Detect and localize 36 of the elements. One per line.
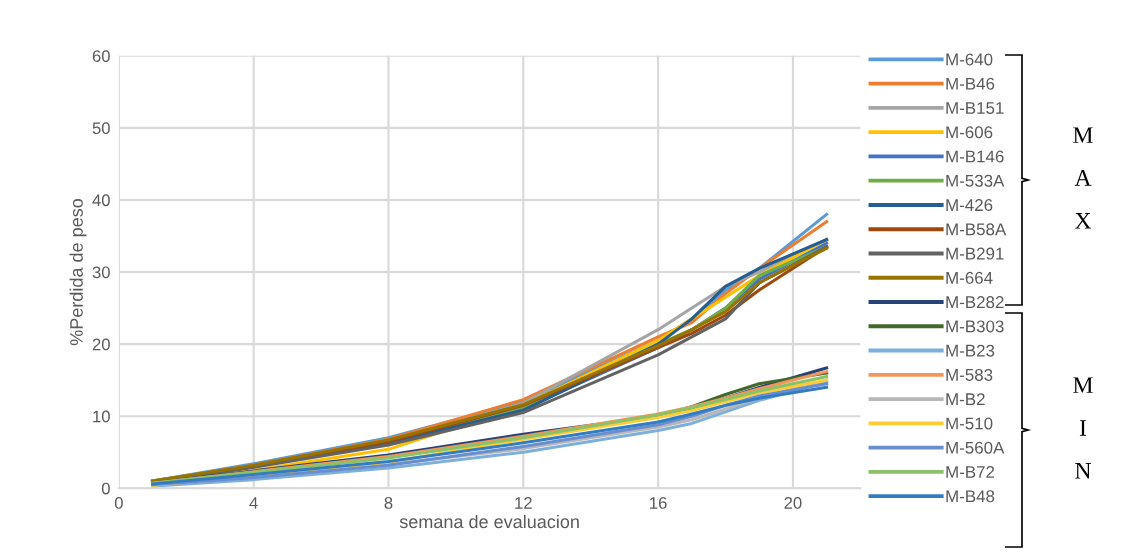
x-tick-label: 12 (515, 497, 532, 509)
x-tick-label: 20 (784, 497, 802, 509)
x-axis-title: semana de evaluacion (399, 514, 579, 529)
y-tick-label: 10 (93, 410, 110, 423)
legend-label: M-664 (946, 271, 993, 284)
legend-label: M-B282 (946, 296, 1004, 309)
legend-label: M-533A (946, 174, 1005, 187)
legend-label: M-606 (946, 126, 993, 139)
y-tick-label: 40 (92, 194, 110, 207)
legend-label: M-B2 (946, 393, 985, 406)
legend-label: M-560A (946, 441, 1005, 454)
legend-label: M-426 (946, 199, 993, 212)
legend-label: M-510 (946, 417, 993, 430)
x-tick-label: 0 (114, 497, 123, 509)
text: MAX (1073, 127, 1093, 229)
legend-label: M-B72 (946, 465, 995, 478)
y-tick-label: 60 (92, 50, 110, 62)
legend-label: M-B146 (946, 150, 1004, 163)
x-tick-label: 8 (384, 497, 393, 509)
x-tick-label: 16 (650, 497, 667, 509)
legend-label: M-B303 (946, 320, 1004, 333)
y-tick-label: 30 (92, 266, 110, 279)
legend-label: M-B291 (946, 247, 1004, 260)
legend-label: M-B46 (946, 77, 995, 90)
y-axis-title: %Perdida de peso (69, 199, 87, 346)
legend-label: M-640 (946, 53, 993, 66)
legend-label: M-B48 (946, 490, 995, 503)
x-tick-label: 4 (249, 497, 258, 509)
legend-label: M-583 (946, 368, 993, 381)
legend-label: M-B151 (946, 102, 1004, 114)
y-tick-label: 0 (101, 482, 110, 495)
y-tick-label: 20 (92, 338, 110, 351)
text: MIN (1073, 377, 1093, 479)
legend-label: M-B23 (946, 344, 995, 357)
y-tick-label: 50 (92, 122, 110, 135)
legend-label: M-B58A (946, 223, 1007, 236)
